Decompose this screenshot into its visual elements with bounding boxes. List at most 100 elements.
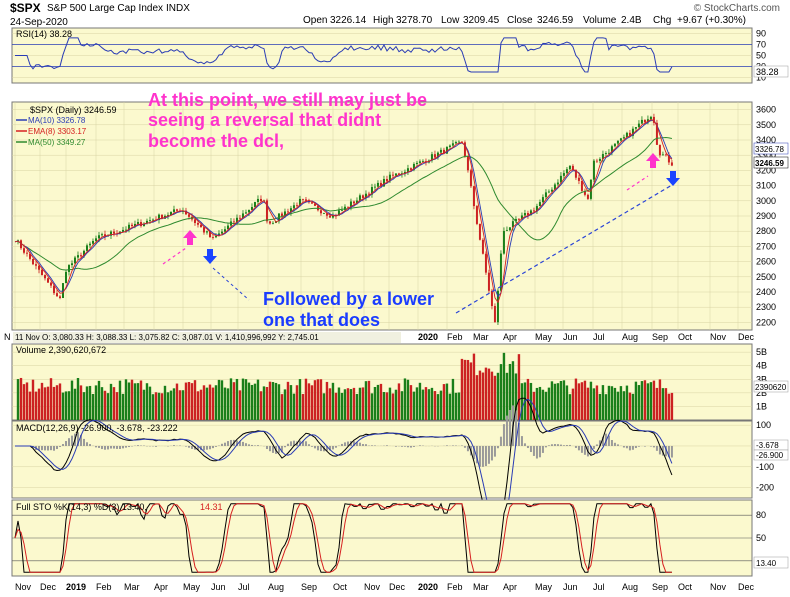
price-bar-body	[22, 248, 25, 253]
macd-histogram-bar	[637, 445, 640, 447]
price-bar-body	[280, 213, 283, 217]
macd-histogram-bar	[52, 445, 55, 451]
macd-histogram-bar	[346, 441, 349, 446]
macd-histogram-bar	[40, 445, 43, 451]
macd-histogram-bar	[517, 422, 520, 446]
volume-bar	[466, 359, 470, 420]
macd-histogram-bar	[172, 445, 175, 446]
volume-bar	[295, 385, 299, 420]
volume-bar	[361, 387, 365, 420]
macd-histogram-bar	[526, 445, 529, 449]
macd-histogram-bar	[532, 445, 535, 456]
price-bar-body	[487, 272, 490, 291]
sto-current-tag: 13.40	[756, 559, 777, 568]
macd-histogram-bar	[658, 445, 661, 455]
macd-histogram-bar	[154, 445, 157, 447]
close-tag: 3246.59	[755, 159, 784, 168]
volume-bar	[274, 382, 278, 420]
volume-bar	[601, 385, 605, 420]
mid-axis-label: 2020	[418, 332, 438, 342]
price-bar-body	[340, 209, 343, 211]
volume-bar	[640, 381, 644, 420]
volume-bar	[307, 383, 311, 420]
macd-histogram-bar	[316, 445, 319, 451]
price-bar-body	[553, 184, 556, 190]
macd-histogram-bar	[70, 435, 73, 446]
bottom-axis-label: Jun	[563, 582, 578, 592]
macd-histogram-bar	[595, 444, 598, 446]
volume-bar	[145, 383, 149, 420]
macd-histogram-bar	[280, 445, 283, 453]
macd-histogram-bar	[319, 445, 322, 452]
high-label: High	[373, 15, 394, 26]
macd-histogram-bar	[628, 445, 631, 451]
price-bar-body	[220, 231, 223, 234]
bottom-axis-label: Nov	[364, 582, 381, 592]
volume-bar	[181, 390, 185, 420]
macd-line	[15, 397, 673, 542]
volume-bar	[124, 379, 128, 420]
sto-legend-d: 14.31	[200, 502, 223, 512]
price-bar-body	[469, 170, 472, 187]
mid-axis-label: Feb	[447, 332, 463, 342]
low-label: Low	[441, 15, 460, 26]
volume-bar	[178, 390, 182, 420]
volume-bar	[625, 385, 629, 420]
macd-histogram-bar	[361, 444, 364, 446]
price-bar-body	[256, 198, 259, 203]
volume-bar	[187, 381, 191, 420]
price-bar-body	[34, 264, 37, 266]
macd-histogram-bar	[385, 445, 388, 446]
volume-bar	[43, 387, 47, 420]
price-bar-body	[25, 252, 28, 254]
price-bar-body	[301, 198, 304, 200]
price-tick-label: 3400	[756, 135, 776, 145]
sto-tick-label: 80	[756, 510, 766, 520]
price-bar-body	[79, 255, 82, 257]
price-bar-body	[364, 193, 367, 198]
volume-bar	[373, 387, 377, 420]
volume-bar	[88, 385, 92, 420]
volume-bar	[496, 372, 500, 420]
price-bar-body	[160, 214, 163, 219]
volume-bar	[538, 386, 542, 420]
price-bar-body	[466, 156, 469, 171]
volume-bar	[484, 367, 488, 420]
price-bar-body	[523, 213, 526, 216]
volume-bar	[409, 385, 413, 420]
volume-ticks: 5B 4B 3B 2B 1B	[756, 347, 767, 411]
volume-bar	[331, 382, 335, 420]
price-bar-body	[538, 202, 541, 207]
price-bar-body	[610, 146, 613, 153]
volume-bar	[406, 379, 410, 420]
arrow-down-blue-right	[666, 171, 680, 186]
macd-histogram-bar	[223, 442, 226, 446]
price-bar-body	[322, 213, 325, 215]
rsi-current-tag-bg	[753, 65, 789, 78]
price-bar-body	[187, 214, 190, 217]
volume-bar	[430, 387, 434, 420]
price-bar-body	[667, 155, 670, 163]
volume-bar	[133, 383, 137, 420]
macd-tag1: -3.678	[756, 441, 779, 450]
price-bar-body	[535, 206, 538, 212]
price-bar-body	[637, 123, 640, 128]
price-bar-body	[91, 240, 94, 244]
macd-histogram-bar	[631, 445, 634, 450]
volume-bar	[634, 381, 638, 420]
price-bar-body	[376, 182, 379, 187]
price-bar-body	[493, 306, 496, 323]
macd-histogram-bar	[307, 444, 310, 446]
price-bar-body	[583, 190, 586, 195]
volume-tick-label: 4B	[756, 361, 767, 371]
price-bar-body	[655, 122, 658, 145]
bottom-axis-label: Jun	[211, 582, 226, 592]
macd-histogram-bar	[244, 443, 247, 446]
volume-bar	[319, 379, 323, 420]
rsi-legend: RSI(14) 38.28	[16, 29, 72, 39]
mid-axis-label: May	[535, 332, 553, 342]
price-bar-body	[526, 213, 529, 216]
volume-bar	[289, 385, 293, 420]
volume-legend: Volume 2,390,620,672	[16, 345, 106, 355]
macd-histogram-bar	[352, 441, 355, 446]
